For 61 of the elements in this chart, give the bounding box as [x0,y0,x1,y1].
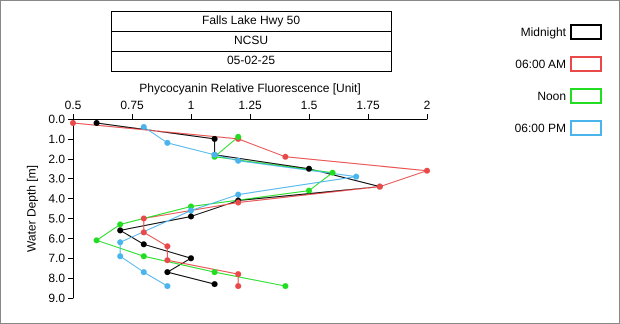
point [235,192,242,198]
point [140,253,147,260]
point [164,243,170,250]
point [282,283,288,290]
y-axis-title: Water Depth [m] [24,165,38,252]
x-tick-label: 1.5 [300,98,318,112]
point [212,281,218,288]
y-tick-label: 1.0 [48,132,66,146]
point [140,229,147,236]
point [188,255,194,262]
point [330,170,336,176]
point [306,166,312,172]
point [140,269,147,276]
legend-label: Noon [537,89,566,103]
y-tick-label: 6.0 [48,231,66,246]
point [235,283,242,290]
point [212,269,218,276]
point [140,241,147,248]
point [188,207,194,214]
point [117,221,124,228]
y-tick-label: 9.0 [48,291,66,305]
x-axis-title: Phycocyanin Relative Fluorescence [Unit] [139,81,361,96]
y-tick-label: 3.0 [48,172,66,186]
x-tick-label: 1.25 [238,98,262,112]
point [164,269,170,276]
point [353,174,360,180]
point [94,237,100,244]
point [306,188,312,194]
y-tick-label: 2.0 [48,152,66,166]
legend-label: Midnight [520,25,567,39]
point [140,124,147,130]
point [235,158,242,164]
point [282,154,288,160]
x-tick-label: 0.75 [120,98,144,112]
point [140,215,147,222]
point [424,168,430,174]
point [212,136,218,142]
point [235,271,242,278]
x-tick-label: 0.5 [64,98,82,112]
y-tick-label: 5.0 [48,211,66,226]
point [164,257,170,264]
legend-label: 06:00 PM [514,121,566,135]
point [94,120,100,126]
point [188,213,194,220]
chart-subtitle: NCSU [234,33,268,47]
point [70,120,76,126]
x-tick-label: 1.75 [356,98,380,112]
point [117,227,124,234]
text: 05-02-25 [226,53,276,67]
x-tick-label: 2 [424,98,431,112]
point [164,283,170,290]
point [164,140,170,146]
point [117,253,124,260]
y-tick-label: 7.0 [48,251,66,266]
y-tick-label: 0.0 [48,112,66,126]
y-tick-label: 4.0 [48,192,66,206]
x-tick-label: 1 [188,98,195,112]
chart-title: Falls Lake Hwy 50 [202,13,300,27]
point [117,239,124,246]
legend-label: 06:00 AM [515,57,566,71]
y-tick-label: 8.0 [48,271,66,286]
